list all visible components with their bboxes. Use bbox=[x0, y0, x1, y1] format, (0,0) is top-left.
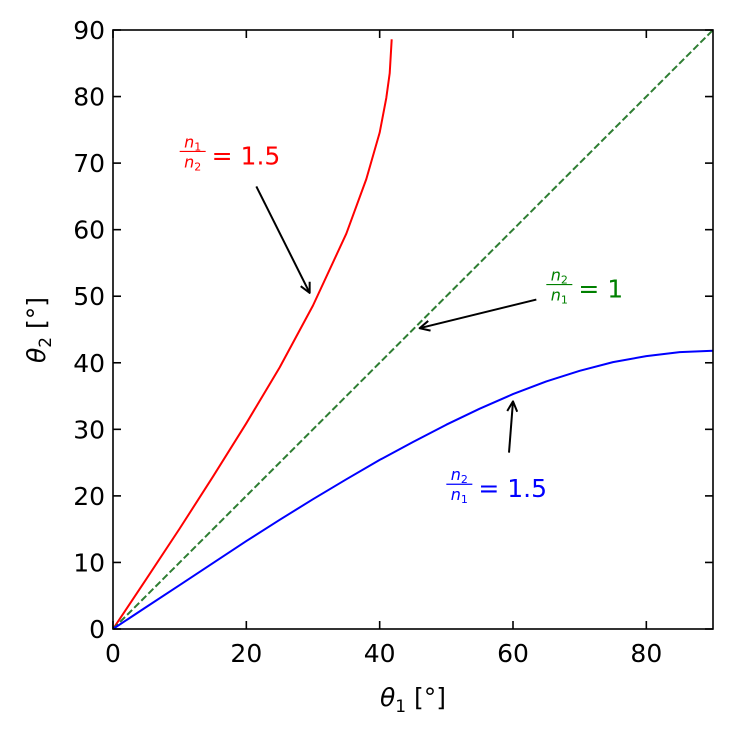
annotation-value: = 1.5 bbox=[478, 474, 547, 503]
x-tick-label: 60 bbox=[497, 639, 529, 668]
fraction-denominator: n2 bbox=[184, 152, 201, 173]
y-tick-label: 0 bbox=[89, 615, 105, 644]
fraction-denominator: n1 bbox=[551, 286, 568, 307]
x-tick-label: 20 bbox=[230, 639, 262, 668]
y-tick-label: 30 bbox=[73, 415, 105, 444]
annotation-arrow bbox=[255, 185, 309, 292]
y-tick-label: 70 bbox=[73, 149, 105, 178]
x-axis-label: θ1 [°] bbox=[380, 683, 446, 717]
y-tick-label: 50 bbox=[73, 282, 105, 311]
x-tick-label: 80 bbox=[630, 639, 662, 668]
y-axis-symbol: θ bbox=[22, 348, 51, 363]
annotation-arrow bbox=[509, 401, 513, 453]
x-axis-symbol: θ bbox=[380, 683, 395, 712]
series-line-red bbox=[113, 39, 393, 629]
x-axis-unit: [°] bbox=[406, 683, 446, 712]
fraction-numerator: n1 bbox=[184, 132, 201, 153]
series-line-blue bbox=[113, 349, 713, 629]
annotation-value: = 1.5 bbox=[212, 141, 281, 170]
y-axis-subscript: 2 bbox=[36, 337, 56, 348]
annotation-value: = 1 bbox=[578, 275, 623, 304]
x-tick-label: 0 bbox=[105, 639, 121, 668]
y-tick-label: 60 bbox=[73, 216, 105, 245]
y-axis-label: θ2 [°] bbox=[22, 297, 56, 363]
fraction-numerator: n2 bbox=[551, 266, 568, 287]
fraction-denominator: n1 bbox=[451, 485, 468, 506]
y-tick-label: 80 bbox=[73, 83, 105, 112]
y-tick-label: 20 bbox=[73, 482, 105, 511]
series-layer bbox=[113, 30, 713, 629]
series-line-green bbox=[113, 30, 713, 629]
y-axis-unit: [°] bbox=[22, 297, 51, 337]
x-axis-subscript: 1 bbox=[395, 697, 406, 717]
ticks-layer: 0 20 40 60 80 0 10 20 30 40 50 60 70 80 90 bbox=[73, 16, 713, 668]
plot-frame bbox=[112, 29, 714, 630]
y-tick-label: 10 bbox=[73, 548, 105, 577]
fraction-numerator: n2 bbox=[451, 465, 468, 486]
annotation-arrow bbox=[420, 298, 537, 329]
x-tick-label: 40 bbox=[364, 639, 396, 668]
y-tick-label: 90 bbox=[73, 16, 105, 45]
y-tick-label: 40 bbox=[73, 349, 105, 378]
